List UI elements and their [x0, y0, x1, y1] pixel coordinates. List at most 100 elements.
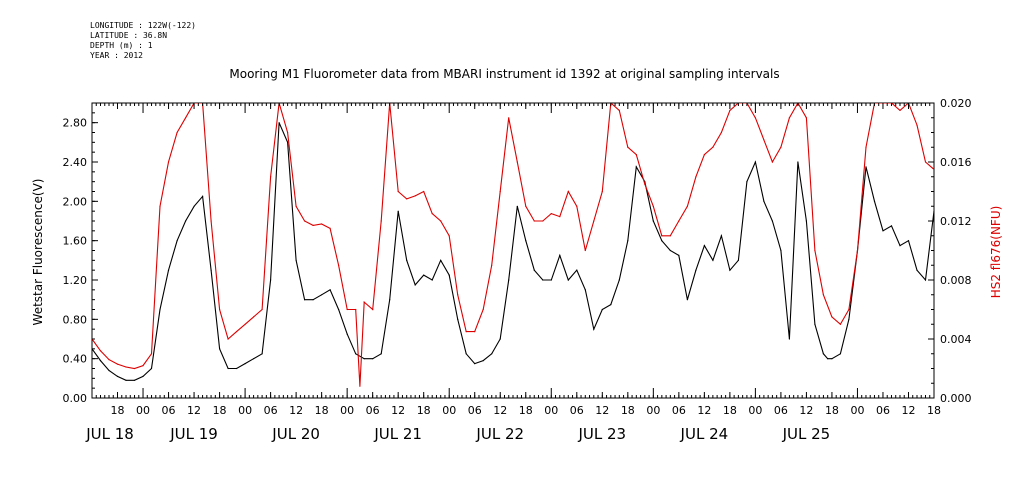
data-point-wetstar	[788, 338, 791, 340]
data-point-hs2	[167, 161, 170, 163]
longitude-text: LONGITUDE : 122W(-122)	[90, 21, 196, 30]
data-point-wetstar	[610, 304, 612, 306]
data-point-wetstar	[601, 308, 603, 311]
data-point-wetstar	[167, 269, 170, 271]
y-tick-label-right: 0.020	[940, 97, 972, 110]
data-point-wetstar	[754, 161, 757, 163]
data-point-wetstar	[338, 308, 340, 311]
data-point-hs2	[780, 146, 782, 148]
x-tick-label: 12	[289, 404, 303, 417]
data-point-hs2	[933, 168, 934, 170]
data-point-wetstar	[618, 279, 620, 281]
y-tick-label-left: 1.60	[63, 235, 88, 248]
y-tick-label-left: 1.20	[63, 274, 88, 287]
data-point-wetstar	[525, 240, 527, 242]
data-point-hs2	[406, 198, 408, 200]
data-point-wetstar	[321, 294, 323, 296]
data-point-hs2	[482, 308, 484, 311]
data-point-wetstar	[431, 279, 433, 281]
x-tick-label: 12	[595, 404, 609, 417]
data-point-hs2	[142, 365, 144, 367]
data-point-wetstar	[542, 279, 544, 281]
x-tick-label: 00	[238, 404, 252, 417]
data-point-wetstar	[133, 379, 136, 381]
data-point-hs2	[720, 131, 723, 134]
data-point-wetstar	[882, 230, 884, 232]
data-point-wetstar	[559, 254, 561, 256]
data-point-hs2	[763, 139, 765, 141]
data-point-hs2	[261, 308, 263, 311]
data-point-wetstar	[448, 274, 450, 276]
data-point-hs2	[491, 264, 493, 266]
data-point-wetstar	[805, 220, 808, 222]
data-point-wetstar	[210, 269, 212, 271]
x-tick-label: 18	[723, 404, 737, 417]
y-tick-label-left: 2.80	[63, 117, 88, 130]
data-point-wetstar	[848, 318, 850, 320]
data-point-wetstar	[185, 220, 187, 222]
data-point-wetstar	[797, 161, 799, 163]
data-point-wetstar	[780, 249, 782, 252]
x-tick-label: 18	[927, 404, 941, 417]
data-point-hs2	[219, 308, 221, 311]
y-axis-label-left: Wetstar Fluorescence(V)	[31, 179, 45, 326]
data-point-hs2	[338, 264, 340, 266]
data-point-wetstar	[933, 210, 934, 212]
x-tick-label: 00	[136, 404, 150, 417]
data-point-wetstar	[899, 245, 901, 247]
data-point-hs2	[839, 323, 842, 325]
data-point-wetstar	[737, 259, 740, 261]
data-point-hs2	[499, 190, 501, 193]
x-day-label: JUL 20	[271, 425, 320, 443]
data-point-hs2	[771, 161, 774, 163]
data-point-hs2	[346, 308, 348, 311]
data-point-wetstar	[287, 141, 289, 143]
x-tick-label: 18	[621, 404, 635, 417]
x-tick-label: 12	[187, 404, 201, 417]
y-tick-label-left: 0.40	[63, 353, 88, 366]
data-point-hs2	[627, 146, 629, 148]
data-point-wetstar	[703, 245, 706, 247]
data-point-hs2	[814, 249, 816, 252]
data-point-hs2	[916, 124, 918, 126]
data-point-hs2	[448, 235, 450, 237]
data-point-hs2	[372, 308, 374, 311]
data-point-hs2	[508, 117, 510, 119]
data-point-wetstar	[916, 269, 918, 271]
y-tick-label-left: 0.80	[63, 313, 88, 326]
data-point-wetstar	[150, 367, 153, 370]
data-point-wetstar	[499, 338, 501, 340]
metadata-block: LONGITUDE : 122W(-122) LATITUDE : 36.8N DE…	[90, 21, 196, 61]
data-point-hs2	[287, 131, 289, 134]
data-point-wetstar	[720, 235, 723, 237]
data-point-wetstar	[406, 259, 408, 261]
data-point-wetstar	[627, 240, 629, 242]
data-point-wetstar	[839, 353, 842, 355]
data-point-wetstar	[193, 205, 195, 207]
data-point-hs2	[729, 109, 731, 111]
data-point-wetstar	[236, 367, 238, 370]
data-point-hs2	[457, 294, 459, 296]
data-point-wetstar	[686, 299, 689, 301]
data-point-hs2	[431, 213, 433, 215]
data-point-wetstar	[159, 308, 161, 311]
data-point-hs2	[304, 220, 306, 222]
data-point-wetstar	[380, 353, 382, 355]
data-point-hs2	[380, 220, 382, 222]
data-point-wetstar	[907, 240, 910, 242]
data-point-hs2	[423, 190, 425, 193]
data-point-wetstar	[533, 269, 535, 271]
data-point-wetstar	[278, 122, 280, 124]
data-point-hs2	[635, 154, 637, 156]
x-tick-label: 12	[901, 404, 915, 417]
x-day-label: JUL 22	[475, 425, 524, 443]
data-point-wetstar	[329, 289, 331, 291]
data-point-wetstar	[244, 363, 246, 365]
data-point-wetstar	[465, 353, 467, 355]
data-point-hs2	[703, 154, 706, 156]
x-tick-label: 18	[519, 404, 533, 417]
data-point-hs2	[652, 205, 654, 207]
data-point-wetstar	[355, 353, 357, 355]
data-point-wetstar	[219, 348, 221, 350]
x-day-label: JUL 18	[85, 425, 134, 443]
